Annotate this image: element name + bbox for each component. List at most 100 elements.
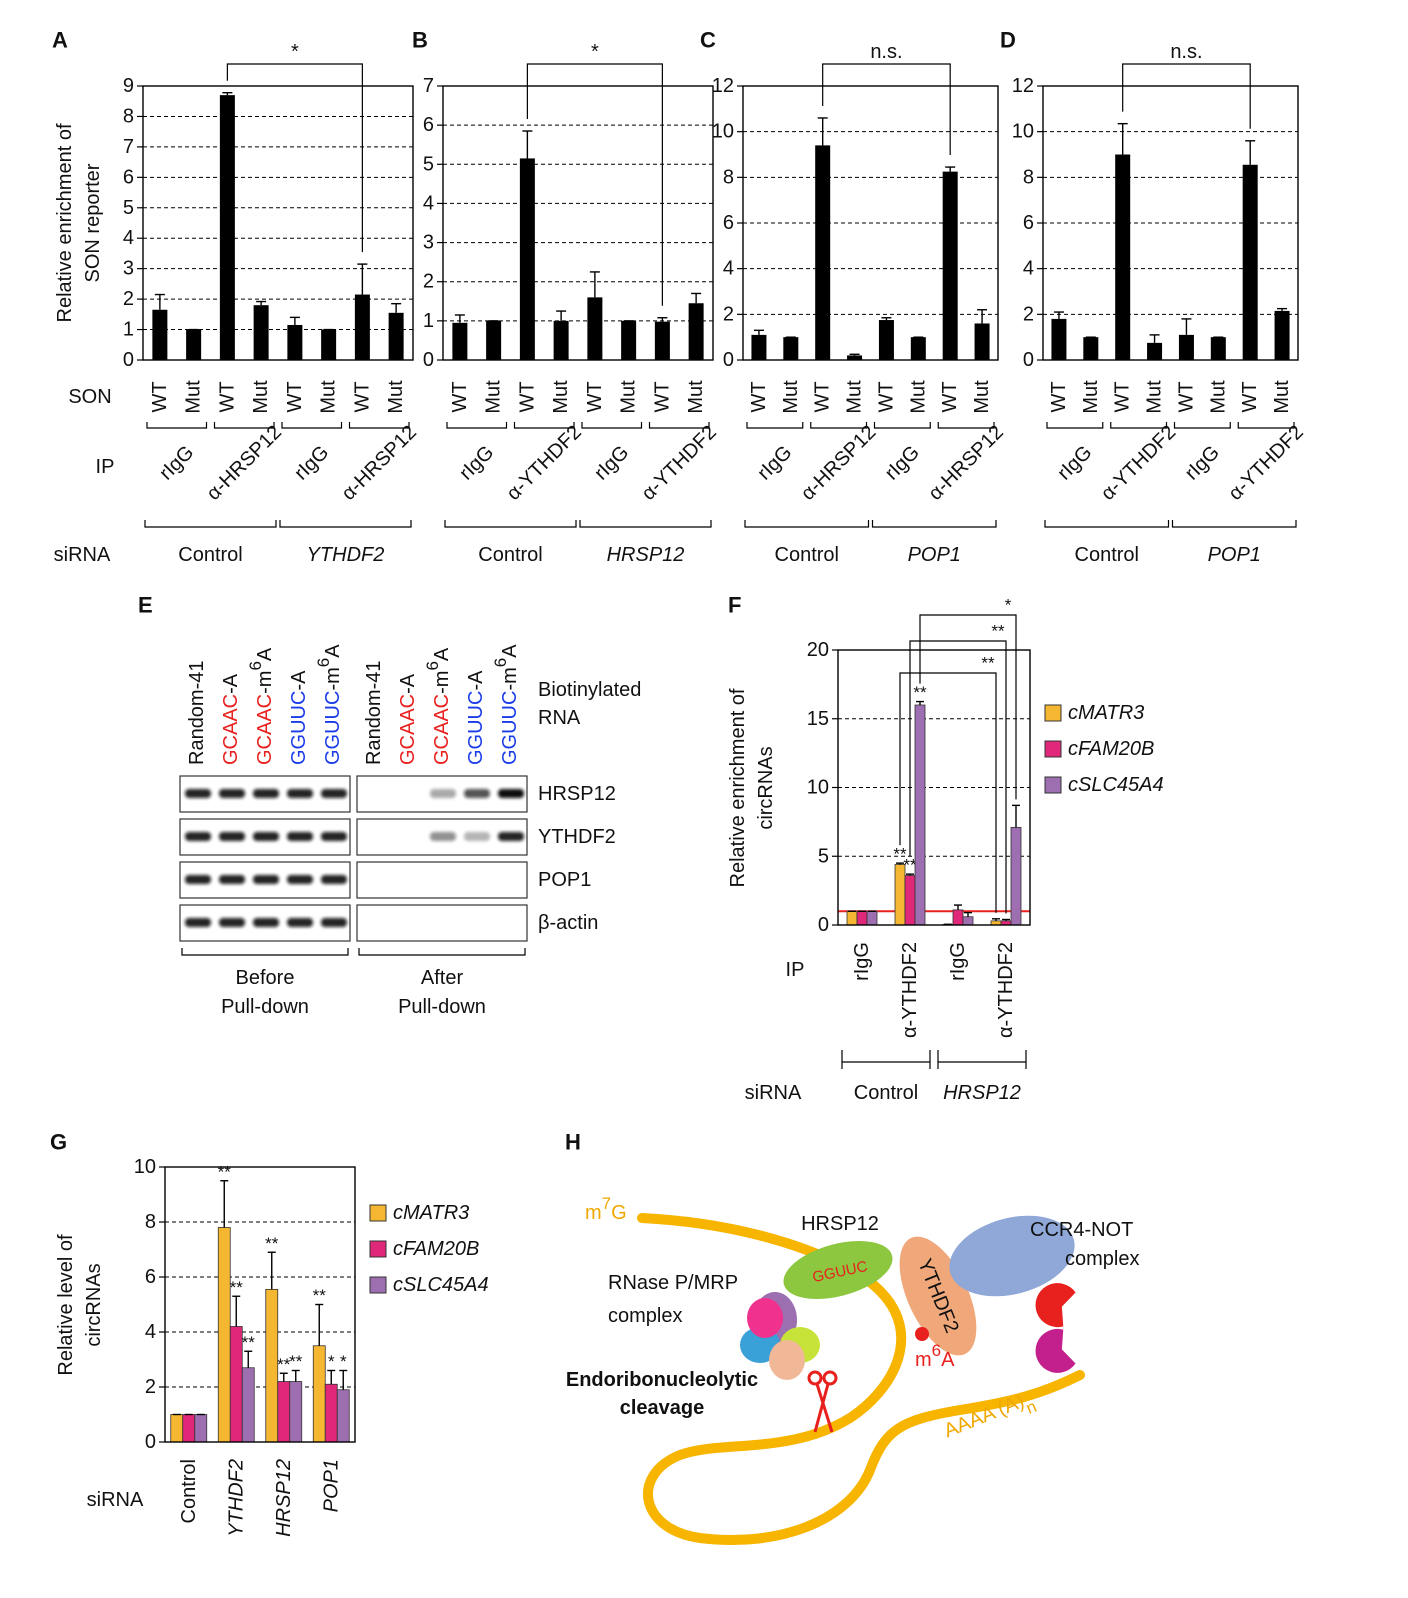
- blot-row-label: HRSP12: [538, 783, 616, 805]
- group-label: Control: [178, 544, 242, 566]
- bracket: [873, 422, 931, 429]
- bar: [751, 334, 767, 360]
- ip-label: rIgG: [881, 441, 924, 484]
- y-tick-label: 0: [723, 349, 734, 371]
- significance-label: **: [991, 622, 1005, 641]
- bar: [654, 321, 670, 360]
- blot-row-label: POP1: [538, 869, 591, 891]
- significance-bracket: [909, 640, 1007, 914]
- bar: [289, 1381, 303, 1443]
- group-label: HRSP12: [607, 544, 685, 566]
- y-tick-label: 7: [123, 136, 134, 158]
- data-label: **: [242, 1333, 256, 1352]
- deadenylase: [1035, 1328, 1076, 1373]
- y-axis-label: circRNAs: [83, 1263, 105, 1346]
- y-tick-label: 5: [423, 153, 434, 175]
- bracket: [648, 422, 710, 429]
- lane-label-part: -m: [499, 667, 521, 690]
- x-tick-label: Mut: [971, 380, 993, 414]
- significance-bracket: [899, 672, 997, 913]
- y-tick-label: 0: [145, 1431, 156, 1453]
- blot-band: [185, 832, 211, 841]
- blot-band: [219, 789, 245, 798]
- y-tick-label: 4: [723, 258, 734, 280]
- rnase-complex: [740, 1292, 820, 1380]
- blot-label: Biotinylated: [538, 679, 641, 701]
- plot-frame: [142, 85, 414, 361]
- x-tick-label: WT: [516, 381, 538, 412]
- cleavage-label: cleavage: [620, 1397, 705, 1419]
- panel-letter: B: [412, 28, 428, 53]
- x-tick-label: Mut: [907, 380, 929, 414]
- blot-band: [464, 789, 490, 798]
- y-axis-label: SON reporter: [82, 163, 104, 282]
- cleavage-label: Endoribonucleolytic: [566, 1369, 758, 1391]
- blot-band: [185, 789, 211, 798]
- bar: [1274, 310, 1290, 360]
- data-label: **: [218, 1162, 232, 1181]
- blot-band: [498, 832, 524, 841]
- y-axis-label: Relative enrichment of: [54, 123, 76, 322]
- bar: [847, 355, 863, 360]
- y-tick-label: 0: [1023, 349, 1034, 371]
- diagram: H m7G HRSP12 GGUUC YTHDF2 CCR4-NOT compl…: [565, 1130, 1139, 1546]
- lane-label: GCAAC-A: [220, 673, 242, 765]
- bracket: [279, 520, 412, 528]
- x-tick-label: WT: [1239, 381, 1261, 412]
- x-tick-label: WT: [149, 381, 171, 412]
- y-tick-label: 9: [123, 75, 134, 97]
- bar: [388, 312, 404, 360]
- bar: [1147, 342, 1163, 360]
- y-tick-label: 10: [134, 1156, 156, 1178]
- ip-label: α-HRSP12: [203, 421, 286, 504]
- y-tick-label: 2: [123, 288, 134, 310]
- ccr4-label: CCR4-NOT: [1030, 1219, 1133, 1241]
- ip-label: α-YTHDF2: [1097, 421, 1180, 504]
- blot-frame: [356, 904, 528, 942]
- row-label: siRNA: [87, 1489, 144, 1511]
- x-tick-label: Mut: [1207, 380, 1229, 414]
- cap-label: m7G: [585, 1194, 627, 1224]
- bracket: [513, 422, 575, 429]
- blot-band: [430, 832, 456, 841]
- ip-label: rIgG: [1053, 441, 1096, 484]
- blot-band: [219, 875, 245, 884]
- x-tick-label: WT: [1175, 381, 1197, 412]
- bar: [856, 910, 868, 926]
- lane-label: GGUUC-m6A: [491, 644, 521, 765]
- bar: [194, 1414, 208, 1443]
- bracket: [146, 422, 208, 429]
- y-tick-label: 6: [123, 166, 134, 188]
- x-tick-label: Mut: [618, 380, 640, 414]
- rnase-label: RNase P/MRP: [608, 1272, 738, 1294]
- y-axis-label: Relative enrichment of: [727, 688, 749, 887]
- bracket: [358, 948, 526, 956]
- bracket: [444, 520, 577, 528]
- ip-label: rIgG: [155, 441, 198, 484]
- bar: [621, 320, 637, 360]
- legend-swatch: [369, 1204, 387, 1222]
- bar: [336, 1389, 350, 1443]
- group-label: POP1: [1208, 544, 1261, 566]
- bar: [688, 303, 704, 360]
- blot-band: [253, 832, 279, 841]
- lane-label-part: -A: [288, 670, 310, 691]
- y-tick-label: 1: [123, 319, 134, 341]
- bar: [962, 916, 974, 926]
- bracket: [1237, 422, 1295, 429]
- x-tick-label: Control: [178, 1459, 200, 1523]
- legend-label: cFAM20B: [1068, 738, 1154, 760]
- bar: [217, 1227, 231, 1443]
- y-tick-label: 4: [423, 192, 434, 214]
- lane-label-part: GGUUC: [288, 691, 310, 765]
- x-tick-label: Mut: [250, 380, 272, 414]
- blot-band: [219, 832, 245, 841]
- x-tick-label: α-YTHDF2: [995, 942, 1017, 1038]
- x-tick-label: WT: [651, 381, 673, 412]
- x-tick-label: WT: [449, 381, 471, 412]
- blot-band: [430, 789, 456, 798]
- x-tick-label: Mut: [318, 380, 340, 414]
- y-tick-label: 2: [145, 1376, 156, 1398]
- y-tick-label: 8: [123, 105, 134, 127]
- blot-band: [321, 789, 347, 798]
